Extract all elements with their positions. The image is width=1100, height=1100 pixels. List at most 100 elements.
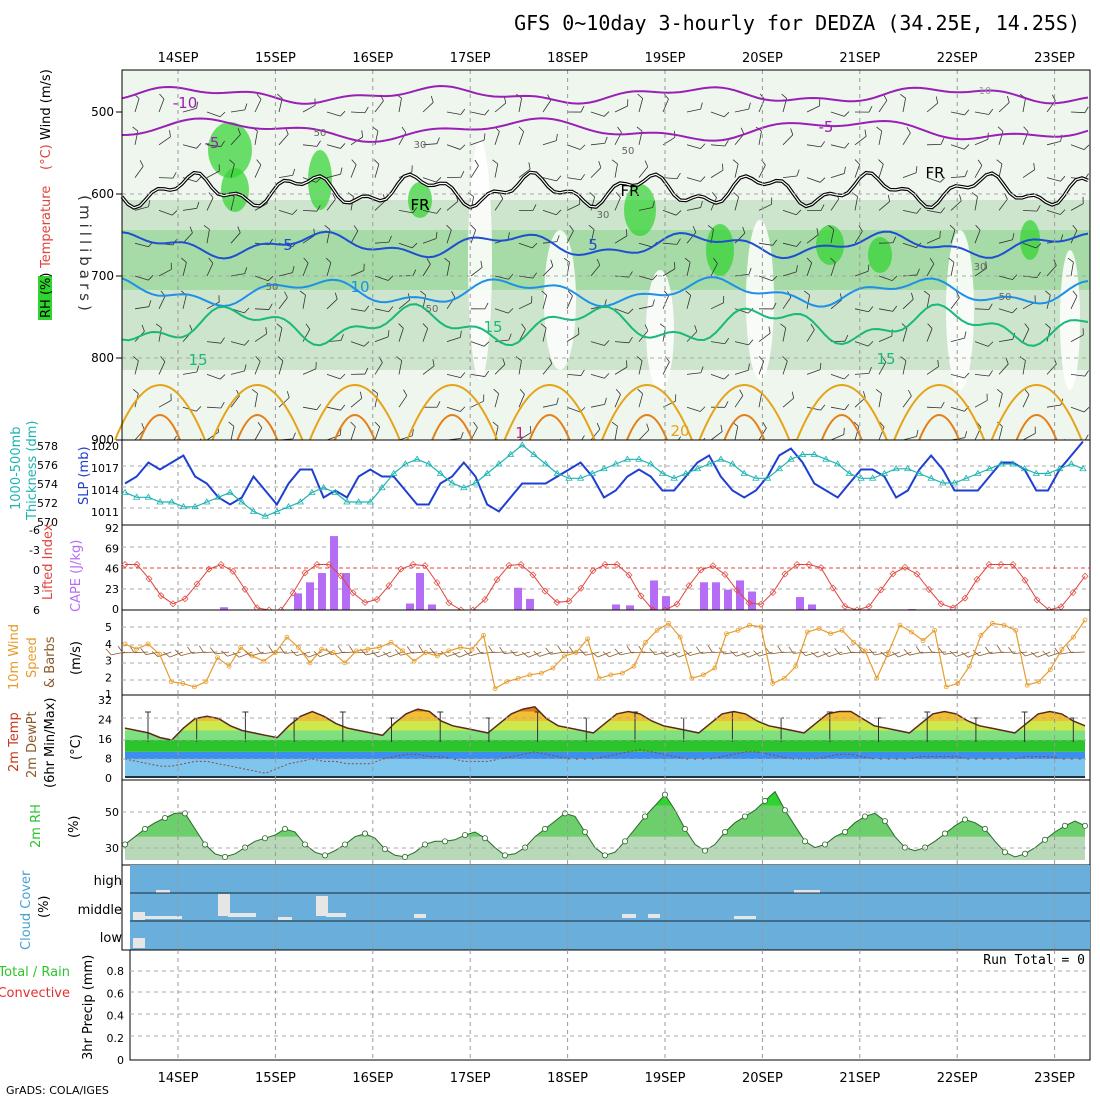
rh2m-label: 2m RH — [29, 804, 44, 848]
wind-barb — [326, 428, 342, 441]
wind-barb — [134, 300, 152, 310]
barb-flag — [556, 235, 560, 242]
barb-flag — [900, 93, 906, 99]
wind-barb — [662, 210, 682, 216]
wind-speed-marker — [296, 645, 301, 650]
barb-staff — [1022, 98, 1026, 113]
cape-bar — [428, 604, 436, 610]
wind-barb — [566, 144, 586, 150]
thickness-marker — [787, 455, 795, 462]
barb-staff — [446, 229, 452, 244]
barb-flag — [169, 130, 171, 137]
wind-barb — [854, 129, 867, 146]
barb-flag — [676, 238, 681, 245]
barb-flag — [772, 302, 777, 310]
wind-barb — [542, 259, 554, 277]
barb-staff — [494, 102, 507, 113]
contour-label: FR — [620, 182, 639, 200]
wind-barb — [398, 323, 404, 342]
wind-speed-marker — [805, 629, 810, 635]
barb-staff — [350, 270, 365, 277]
barb-staff — [206, 263, 214, 277]
barb-flag — [724, 401, 729, 408]
date-label-top: 22SEP — [937, 51, 978, 66]
barb-staff — [374, 362, 383, 375]
rh-marker — [602, 852, 609, 859]
barb-flag — [747, 363, 750, 371]
barb-flag — [939, 231, 941, 238]
surface-barb-flag — [452, 651, 460, 658]
wind-barb — [686, 200, 703, 211]
barb-staff — [902, 132, 911, 146]
surface-wind-barb — [949, 650, 970, 657]
wind-barb — [1019, 356, 1026, 375]
temp-band — [125, 721, 1085, 731]
barb-staff — [206, 374, 221, 380]
surface-barb-flag — [1030, 651, 1038, 658]
rh-marker — [361, 830, 368, 837]
barb-staff — [1070, 262, 1074, 277]
barb-flag — [867, 264, 870, 272]
axis-tick-label: 1017 — [91, 462, 119, 475]
wind-barb — [614, 360, 628, 375]
barb-flag — [723, 111, 730, 118]
barb-staff — [782, 271, 797, 277]
barb-flag — [508, 273, 514, 280]
thickness-marker — [974, 469, 982, 476]
barb-staff — [398, 210, 413, 214]
barb-flag — [791, 391, 795, 399]
barb-flag — [1060, 175, 1066, 182]
rh-marker — [1042, 836, 1049, 843]
barb-staff — [542, 100, 552, 113]
li-marker — [913, 570, 921, 578]
surface-barb-flag — [163, 651, 171, 658]
rh-blob — [468, 140, 492, 380]
barb-staff — [830, 198, 840, 211]
barb-staff — [662, 242, 677, 245]
barb-staff — [374, 336, 389, 342]
wind-barb — [158, 93, 165, 113]
wind-unit: (m/s) — [69, 641, 84, 675]
wind-barb — [854, 225, 863, 244]
barb-flag — [507, 232, 510, 240]
barb-flag — [483, 394, 485, 402]
barb-staff — [494, 131, 500, 145]
barb-flag — [739, 389, 744, 396]
barb-staff — [302, 329, 311, 342]
rh-marker — [321, 852, 328, 859]
wind-speed-marker — [538, 670, 544, 676]
barb-flag — [401, 126, 407, 133]
barb-flag — [373, 159, 380, 165]
wind-barb — [590, 422, 601, 441]
barb-staff — [614, 308, 629, 314]
surface-wind-barb — [741, 651, 762, 658]
barb-flag — [340, 404, 346, 411]
li-marker — [517, 561, 525, 568]
cape-bar — [514, 587, 522, 610]
barb-flag — [615, 388, 621, 395]
wind-barb — [588, 224, 595, 244]
wind-speed-marker — [793, 663, 799, 669]
wind-barb — [685, 290, 692, 309]
wind-barb — [158, 210, 178, 216]
barb-staff — [374, 275, 389, 281]
wind-barb — [518, 204, 537, 211]
wind-barb — [398, 389, 408, 408]
li-marker — [805, 561, 813, 568]
cape-bar — [416, 573, 424, 610]
upper-grid — [122, 70, 1090, 440]
barb-staff — [662, 98, 669, 113]
barb-flag — [644, 324, 649, 331]
barb-staff — [470, 374, 485, 377]
barb-staff — [830, 111, 845, 117]
wind-barb — [926, 401, 945, 409]
barb-flag — [483, 133, 486, 141]
wind-barb — [446, 224, 452, 244]
surface-barb-flag — [383, 651, 390, 658]
barb-flag — [435, 231, 438, 239]
barb-flag — [988, 108, 994, 115]
barb-staff — [998, 426, 1003, 441]
barb-flag — [237, 128, 241, 135]
